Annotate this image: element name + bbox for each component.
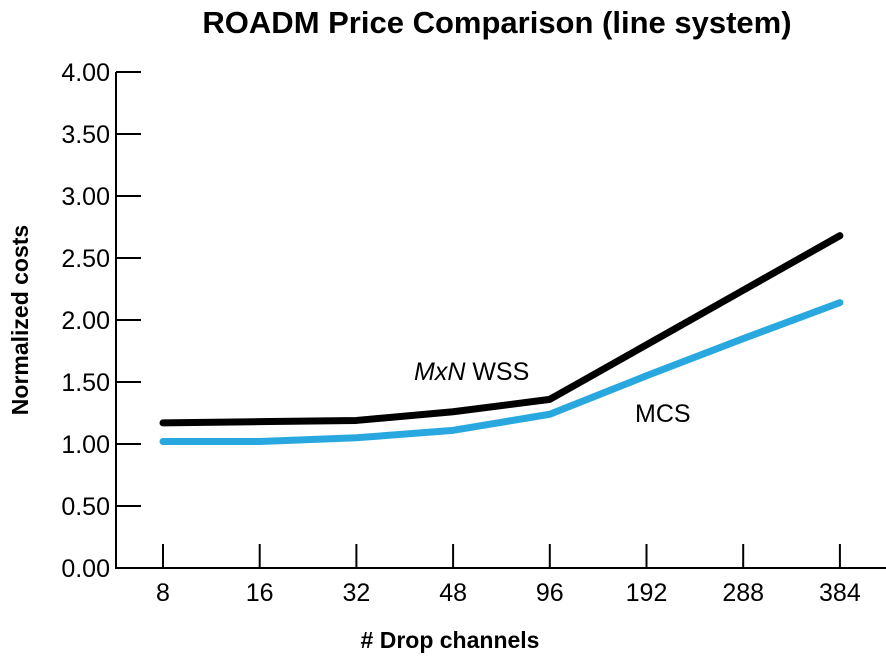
x-tick-label: 32 [342, 579, 370, 607]
series-label-mcs: MCS [635, 400, 691, 428]
series-line-mcs [159, 299, 844, 446]
y-tick-label: 2.50 [61, 245, 110, 273]
y-ticks: 0.00 0.50 1.00 1.50 2.00 2.50 3.00 3.50 4.00 [61, 59, 141, 583]
y-tick-label: 1.00 [61, 431, 110, 459]
y-tick-label: 3.00 [61, 183, 110, 211]
x-tick-label: 8 [156, 579, 170, 607]
mxn-text: MxN [414, 358, 466, 386]
series-line-mxn-wss [159, 232, 844, 427]
x-tick-label: 16 [246, 579, 274, 607]
y-axis-label: Normalized costs [7, 225, 33, 415]
y-tick-label: 3.50 [61, 121, 110, 149]
x-tick-label: 96 [536, 579, 564, 607]
series-label-mxn-wss: MxN WSS [414, 358, 529, 386]
y-tick-label: 2.00 [61, 307, 110, 335]
x-ticks: 8 16 32 48 96 192 288 384 [156, 544, 861, 607]
x-tick-label: 384 [819, 579, 861, 607]
y-tick-label: 0.00 [61, 555, 110, 583]
y-tick-label: 1.50 [61, 369, 110, 397]
series-lines [159, 232, 844, 446]
x-tick-label: 48 [439, 579, 467, 607]
wss-text: WSS [465, 358, 529, 386]
x-axis-label: # Drop channels [361, 627, 540, 653]
y-tick-label: 4.00 [61, 59, 110, 87]
axes [115, 72, 886, 569]
y-tick-label: 0.50 [61, 493, 110, 521]
x-tick-label: 192 [626, 579, 668, 607]
axis-frame [115, 72, 886, 569]
x-tick-label: 288 [722, 579, 764, 607]
chart-title: ROADM Price Comparison (line system) [202, 5, 791, 40]
